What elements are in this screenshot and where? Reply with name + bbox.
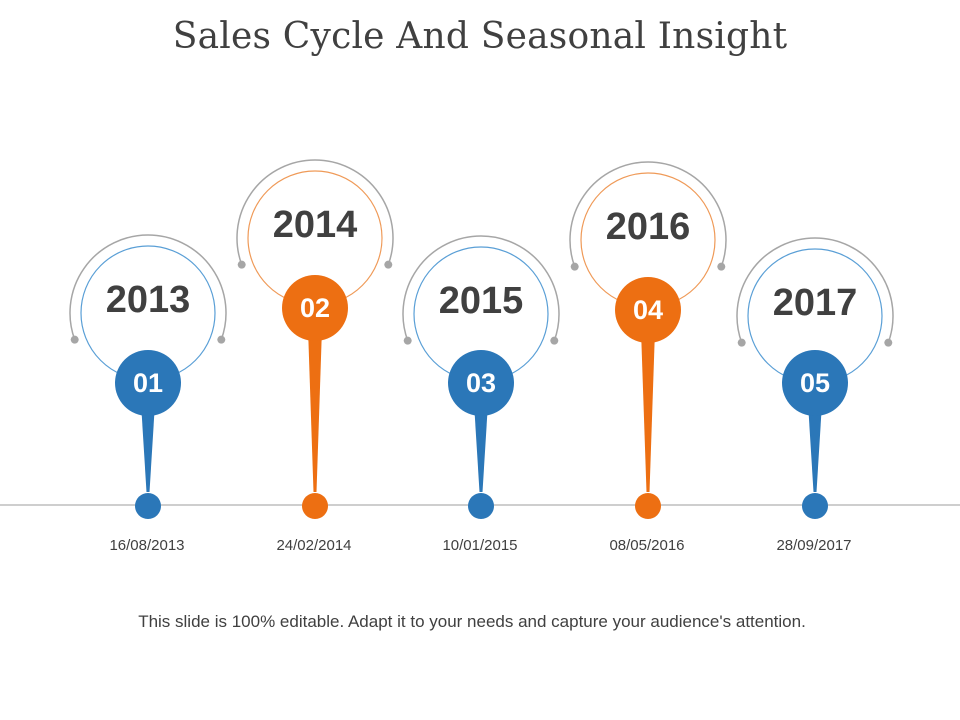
pin-tail (808, 403, 822, 492)
arc-end-dot (570, 262, 579, 271)
milestone-year: 2016 (606, 206, 691, 248)
milestone-year: 2017 (773, 282, 858, 324)
milestone-05: 2017 05 28/09/2017 (736, 237, 894, 554)
milestone-outer-arc (236, 159, 394, 265)
milestone-number: 04 (633, 295, 663, 325)
milestone-year: 2015 (439, 280, 524, 322)
pin-tail (308, 328, 322, 492)
pin-tail (141, 403, 155, 492)
milestone-02: 2014 02 24/02/2014 (236, 159, 394, 554)
timeline-dot (468, 493, 494, 519)
milestone-number: 05 (800, 368, 830, 398)
milestone-date: 10/01/2015 (442, 537, 517, 554)
number-badge (115, 350, 181, 416)
timeline-dot (135, 493, 161, 519)
slide-title: Sales Cycle And Seasonal Insight (172, 16, 788, 57)
arc-end-dot (550, 336, 559, 345)
arc-end-dot (884, 338, 893, 347)
number-badge (782, 350, 848, 416)
arc-end-dot (737, 338, 746, 347)
number-badge (615, 277, 681, 343)
milestone-01: 2013 01 16/08/2013 (69, 234, 227, 554)
arc-end-dot (717, 262, 726, 271)
timeline-dot (302, 493, 328, 519)
milestone-year: 2014 (273, 204, 358, 246)
number-badge (448, 350, 514, 416)
milestone-outer-arc (69, 234, 227, 340)
milestone-year: 2013 (106, 279, 191, 321)
pin-tail (474, 403, 488, 492)
timeline-dot (635, 493, 661, 519)
milestone-number: 01 (133, 368, 163, 398)
slide-caption: This slide is 100% editable. Adapt it to… (138, 612, 806, 631)
milestone-outer-arc (402, 235, 560, 341)
arc-end-dot (217, 335, 226, 344)
milestone-number: 02 (300, 293, 330, 323)
number-badge (282, 275, 348, 341)
milestone-number: 03 (466, 368, 496, 398)
arc-end-dot (384, 260, 393, 269)
milestone-outer-arc (736, 237, 894, 343)
milestone-date: 24/02/2014 (276, 537, 351, 554)
timeline-dot (802, 493, 828, 519)
arc-end-dot (70, 335, 79, 344)
milestone-03: 2015 03 10/01/2015 (402, 235, 560, 554)
arc-end-dot (403, 336, 412, 345)
arc-end-dot (237, 260, 246, 269)
pin-tail (641, 330, 655, 492)
milestone-date: 28/09/2017 (776, 537, 851, 554)
milestone-04: 2016 04 08/05/2016 (569, 161, 727, 554)
milestone-date: 16/08/2013 (109, 537, 184, 554)
milestone-date: 08/05/2016 (609, 537, 684, 554)
milestone-outer-arc (569, 161, 727, 267)
